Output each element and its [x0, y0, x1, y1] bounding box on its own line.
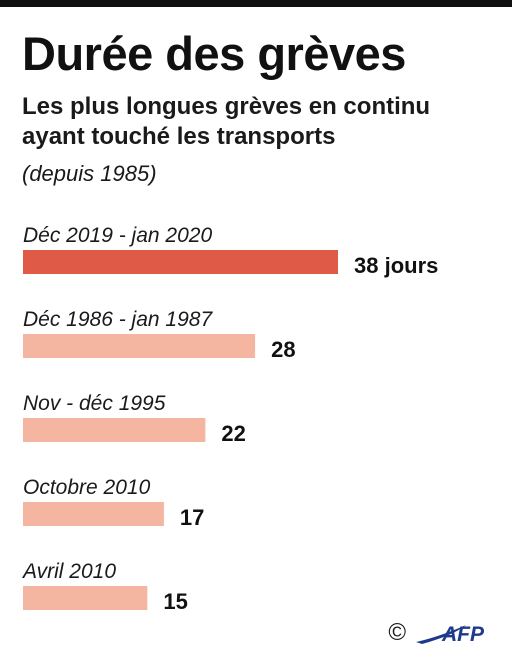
bar	[23, 334, 256, 358]
chart-title: Durée des grèves	[22, 27, 406, 80]
value-label: 22	[221, 421, 245, 446]
value-label: 38 jours	[354, 253, 438, 278]
subtitle-line-1: Les plus longues grèves en continu	[22, 93, 431, 120]
chart-subtitle: Les plus longues grèves en continu ayant…	[22, 92, 502, 152]
category-label: Octobre 2010	[23, 476, 151, 499]
category-label: Déc 2019 - jan 2020	[23, 224, 212, 247]
top-rule	[0, 0, 512, 7]
value-label: 15	[163, 589, 187, 614]
category-label: Nov - déc 1995	[23, 392, 166, 415]
footer: © AFP	[388, 619, 488, 647]
value-label: 17	[180, 505, 204, 530]
copyright-symbol: ©	[388, 619, 406, 646]
bar	[23, 586, 148, 610]
chart-note: (depuis 1985)	[22, 161, 157, 186]
afp-logo-icon: AFP	[416, 623, 485, 646]
value-label: 28	[271, 337, 295, 362]
category-label: Avril 2010	[21, 560, 116, 583]
subtitle-line-2: ayant touché les transports	[22, 123, 336, 150]
bar	[23, 250, 338, 274]
bar	[23, 502, 164, 526]
bar	[23, 418, 206, 442]
afp-logo-text: AFP	[441, 623, 485, 646]
category-label: Déc 1986 - jan 1987	[23, 308, 213, 331]
